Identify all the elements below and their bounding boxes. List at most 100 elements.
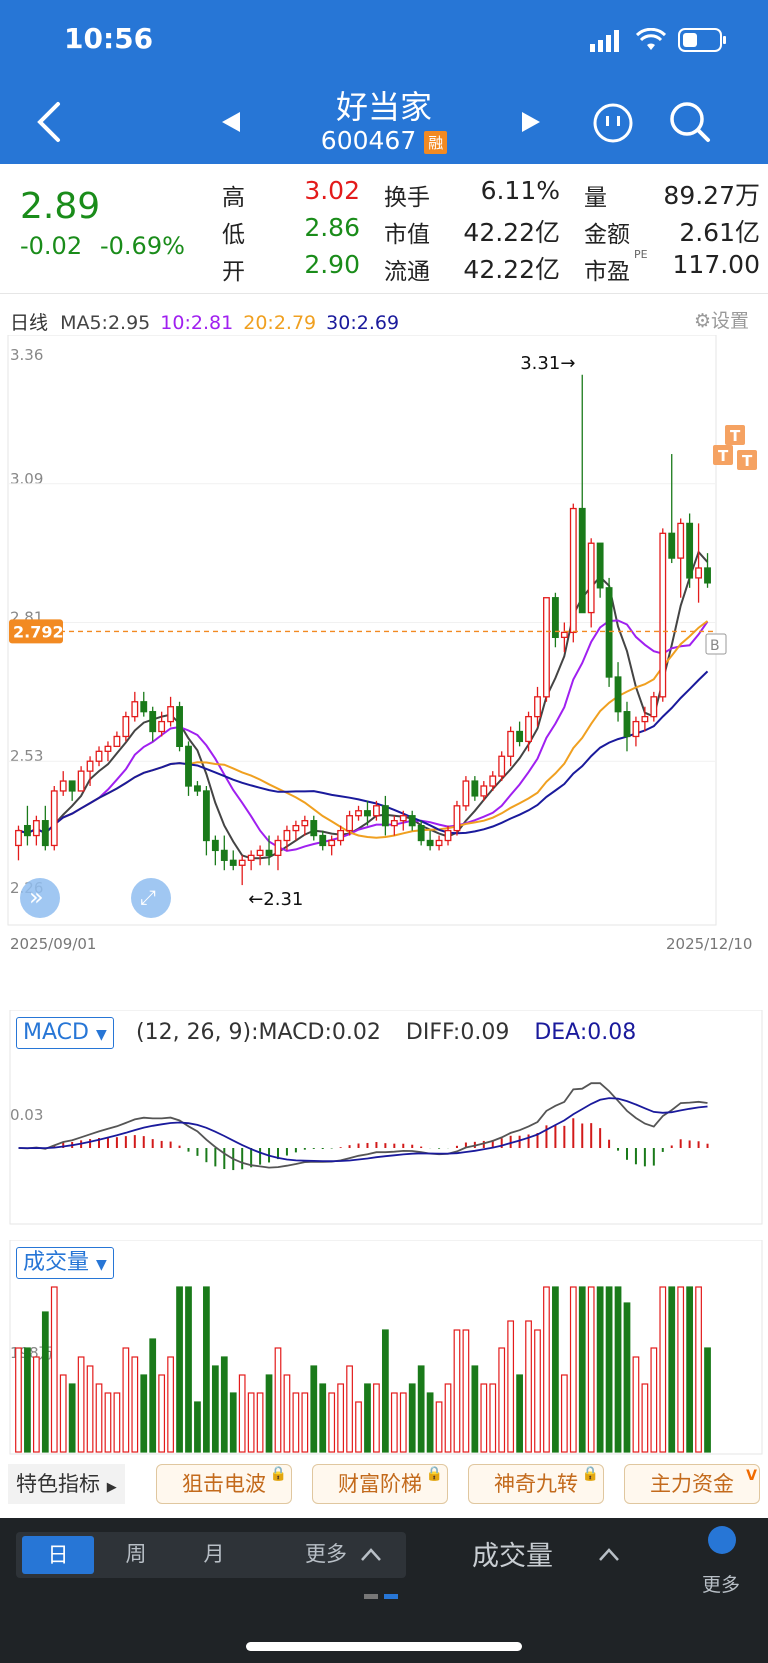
macd-selector[interactable]: MACD ▼: [16, 1017, 114, 1049]
wifi-icon: [636, 28, 666, 50]
period-day[interactable]: 日: [22, 1536, 94, 1574]
candle: [632, 720, 640, 738]
feature-tab-3[interactable]: 神奇九转 🔒: [468, 1464, 604, 1504]
volume-bar: [346, 1365, 353, 1453]
kline-chart[interactable]: 3.363.092.812.532.262.7923.31→←2.31TTTB»…: [0, 335, 768, 985]
volume-bar: [167, 1356, 174, 1453]
prev-stock-icon[interactable]: [220, 110, 242, 134]
vip-icon: V: [746, 1468, 757, 1484]
more-avatar-icon[interactable]: [708, 1526, 736, 1554]
ma5-label: MA5:2.95: [60, 312, 151, 334]
quote-value: 89.27万: [663, 181, 760, 210]
fullscreen-glyph: ⤢: [140, 885, 156, 909]
search-icon[interactable]: [668, 100, 712, 144]
candle: [104, 745, 112, 752]
back-icon[interactable]: [34, 100, 62, 144]
volume-frame: [9, 1240, 763, 1455]
volume-bar: [68, 1383, 76, 1453]
feature-tab-2[interactable]: 财富阶梯 🔒: [312, 1464, 448, 1504]
macd-selector-label: MACD: [23, 1020, 89, 1045]
period-month[interactable]: 月: [203, 1542, 225, 1566]
feature-tabs-label[interactable]: 特色指标 ▶: [8, 1464, 125, 1504]
double-chevron-icon: »: [29, 883, 44, 911]
next-stock-icon[interactable]: [520, 110, 542, 134]
volume-bar: [552, 1286, 559, 1453]
start-date: 2025/09/01: [10, 935, 96, 953]
more-label[interactable]: 更多: [702, 1574, 741, 1596]
quote-label: 金额: [584, 222, 630, 248]
gear-icon: ⚙: [694, 310, 712, 332]
candle: [265, 849, 273, 857]
feature-tab-1[interactable]: 狙击电波 🔒: [156, 1464, 292, 1504]
feature-tab-label: 神奇九转: [494, 1472, 578, 1496]
candle: [59, 780, 67, 792]
period-more[interactable]: 更多: [305, 1542, 347, 1566]
home-indicator: [246, 1642, 522, 1651]
volume-bar: [220, 1356, 228, 1453]
candle: [551, 597, 559, 639]
volume-chart[interactable]: 198万: [0, 1240, 768, 1455]
quote-value: 117.00: [672, 250, 760, 279]
lock-icon: 🔒: [581, 1466, 599, 1482]
candle: [372, 805, 380, 817]
volume-bar: [587, 1286, 595, 1453]
volume-bar: [399, 1392, 407, 1453]
candle: [471, 780, 479, 797]
ma5-line: [18, 550, 709, 860]
trade-tag-bg: [737, 450, 757, 470]
candle: [211, 839, 219, 852]
dropdown-icon: ▼: [95, 1027, 107, 1043]
candle: [605, 587, 613, 678]
low-marker: ←2.31: [248, 889, 303, 910]
macd-params: (12, 26, 9):MACD:0.02: [136, 1020, 381, 1045]
quote-value: 42.22亿: [463, 218, 560, 247]
volume-bar: [41, 1311, 49, 1453]
quote-label: 开: [222, 259, 245, 285]
period-week[interactable]: 周: [125, 1542, 147, 1566]
candle: [238, 859, 246, 866]
candle: [247, 854, 255, 861]
candle: [525, 715, 532, 743]
candle: [256, 849, 264, 857]
chevron-up-icon[interactable]: [598, 1546, 620, 1562]
volume-bar: [444, 1383, 452, 1453]
candle: [113, 735, 121, 748]
feature-tab-4[interactable]: 主力资金 V: [624, 1464, 760, 1504]
feature-tab-label: 主力资金: [650, 1472, 734, 1496]
trade-tag-bg: [725, 425, 745, 445]
battery-icon: [678, 28, 726, 52]
chevron-up-icon[interactable]: [360, 1546, 382, 1562]
y-axis-label: 3.09: [10, 470, 43, 488]
candle: [659, 532, 667, 698]
current-price-tag: 2.792: [13, 622, 64, 641]
pe-superscript: PE: [634, 248, 648, 261]
candle: [319, 834, 327, 847]
volume-bar: [686, 1286, 694, 1453]
candle: [292, 824, 300, 832]
macd-chart[interactable]: 0.03: [0, 1010, 768, 1225]
candle: [15, 829, 22, 847]
candle: [185, 745, 192, 787]
volume-bar: [704, 1347, 711, 1453]
candle: [543, 597, 550, 698]
margin-badge: 融: [424, 130, 448, 154]
buy-tag-bg: [705, 633, 727, 655]
ma30-label: 30:2.69: [326, 312, 400, 334]
volume-bar: [32, 1356, 40, 1453]
volume-selector[interactable]: 成交量 ▼: [16, 1247, 114, 1279]
candle: [32, 820, 40, 837]
indicator-label[interactable]: 成交量: [472, 1541, 553, 1572]
volume-bar: [381, 1329, 389, 1453]
candle: [614, 676, 622, 713]
volume-bar: [211, 1365, 219, 1453]
candle: [408, 815, 416, 827]
chat-icon[interactable]: [592, 102, 634, 144]
last-price: 2.89: [20, 186, 101, 227]
stock-code-row: 600467 融: [284, 126, 484, 155]
settings-button[interactable]: ⚙设置: [694, 306, 749, 333]
macd-frame: [9, 1010, 763, 1225]
fullscreen-icon: [131, 878, 171, 918]
dea-line: [18, 1097, 708, 1163]
volume-bar: [203, 1286, 210, 1453]
